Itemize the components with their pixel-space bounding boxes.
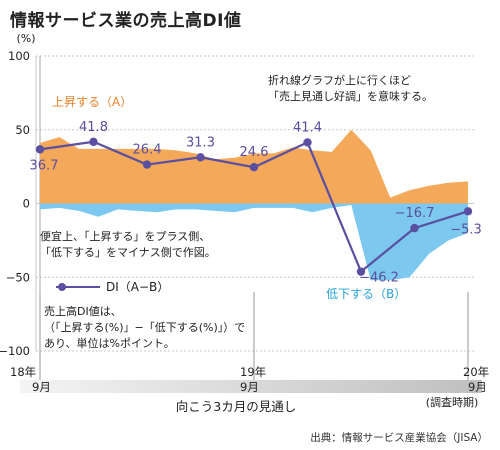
di-data-label: 26.4 (133, 143, 162, 158)
x-month-20: 9月 (468, 380, 487, 394)
note-bot-2: （「上昇する(%)」−「低下する(%)」）で (44, 321, 245, 334)
x-year-18: 18年 (10, 365, 36, 379)
y-unit: (%) (16, 32, 35, 45)
y-tick-label: −50 (6, 270, 30, 284)
di-data-label: −46.2 (359, 271, 399, 286)
x-month-19: 9月 (240, 380, 259, 394)
note-bot-1: 売上高DI値は、 (44, 304, 122, 318)
di-chart: 36.7 41.8 26.4 31.3 24.6 41.4 −46.2 −16.7 −5.3 1… (0, 32, 489, 414)
x-month-18: 9月 (32, 380, 51, 394)
note-mid-1: 便宜上、「上昇する」をプラス側、 (40, 229, 210, 243)
legend-up: 上昇する（A） (52, 95, 132, 109)
legend-di: DI（A−B） (106, 280, 169, 294)
period-band (20, 380, 482, 393)
di-data-label: 36.7 (30, 158, 59, 173)
source-note: 出典：情報サービス産業協会（JISA） (310, 432, 488, 444)
y-ticks: 100 50 0 −50 −100 (0, 49, 30, 358)
note-top-2: 「売上見通し好調」を意味する。 (268, 89, 433, 103)
note-bot-3: あり、単位は%ポイント。 (44, 336, 175, 350)
di-data-label: −16.7 (395, 206, 435, 221)
di-point (249, 163, 259, 172)
y-tick-label: 50 (15, 123, 30, 137)
di-point (303, 138, 312, 147)
x-axis-title: 向こう3カ月の見通し (176, 399, 296, 414)
di-point (196, 153, 205, 162)
year-guides (39, 292, 469, 380)
di-point (35, 145, 45, 154)
legend-di-marker (58, 283, 66, 291)
di-point (356, 267, 366, 276)
note-mid-2: 「低下する」をマイナス側で作図。 (40, 246, 216, 259)
di-series: 36.7 41.8 26.4 31.3 24.6 41.4 −46.2 −16.7 −5.3 (30, 120, 482, 286)
di-data-label: 24.6 (240, 145, 269, 160)
chart-title: 情報サービス業の売上高DI値 (10, 11, 242, 31)
di-point (410, 223, 419, 233)
di-point (142, 160, 152, 169)
di-point (463, 207, 473, 216)
di-data-label: 41.8 (79, 120, 108, 135)
note-top-1: 折れ線グラフが上に行くほど (268, 73, 411, 87)
y-tick-label: −100 (0, 344, 30, 358)
x-note: (調査時期) (426, 395, 479, 409)
down-area (40, 203, 468, 281)
di-data-label: 41.4 (293, 120, 322, 135)
di-data-label: 31.3 (186, 135, 215, 150)
x-year-20: 20年 (463, 365, 489, 379)
legend-down: 低下する（B） (326, 287, 406, 301)
y-tick-label: 100 (8, 49, 30, 63)
di-point (89, 137, 98, 147)
x-year-19: 19年 (240, 365, 266, 379)
di-data-label: −5.3 (450, 222, 482, 237)
y-tick-label: 0 (23, 197, 30, 211)
